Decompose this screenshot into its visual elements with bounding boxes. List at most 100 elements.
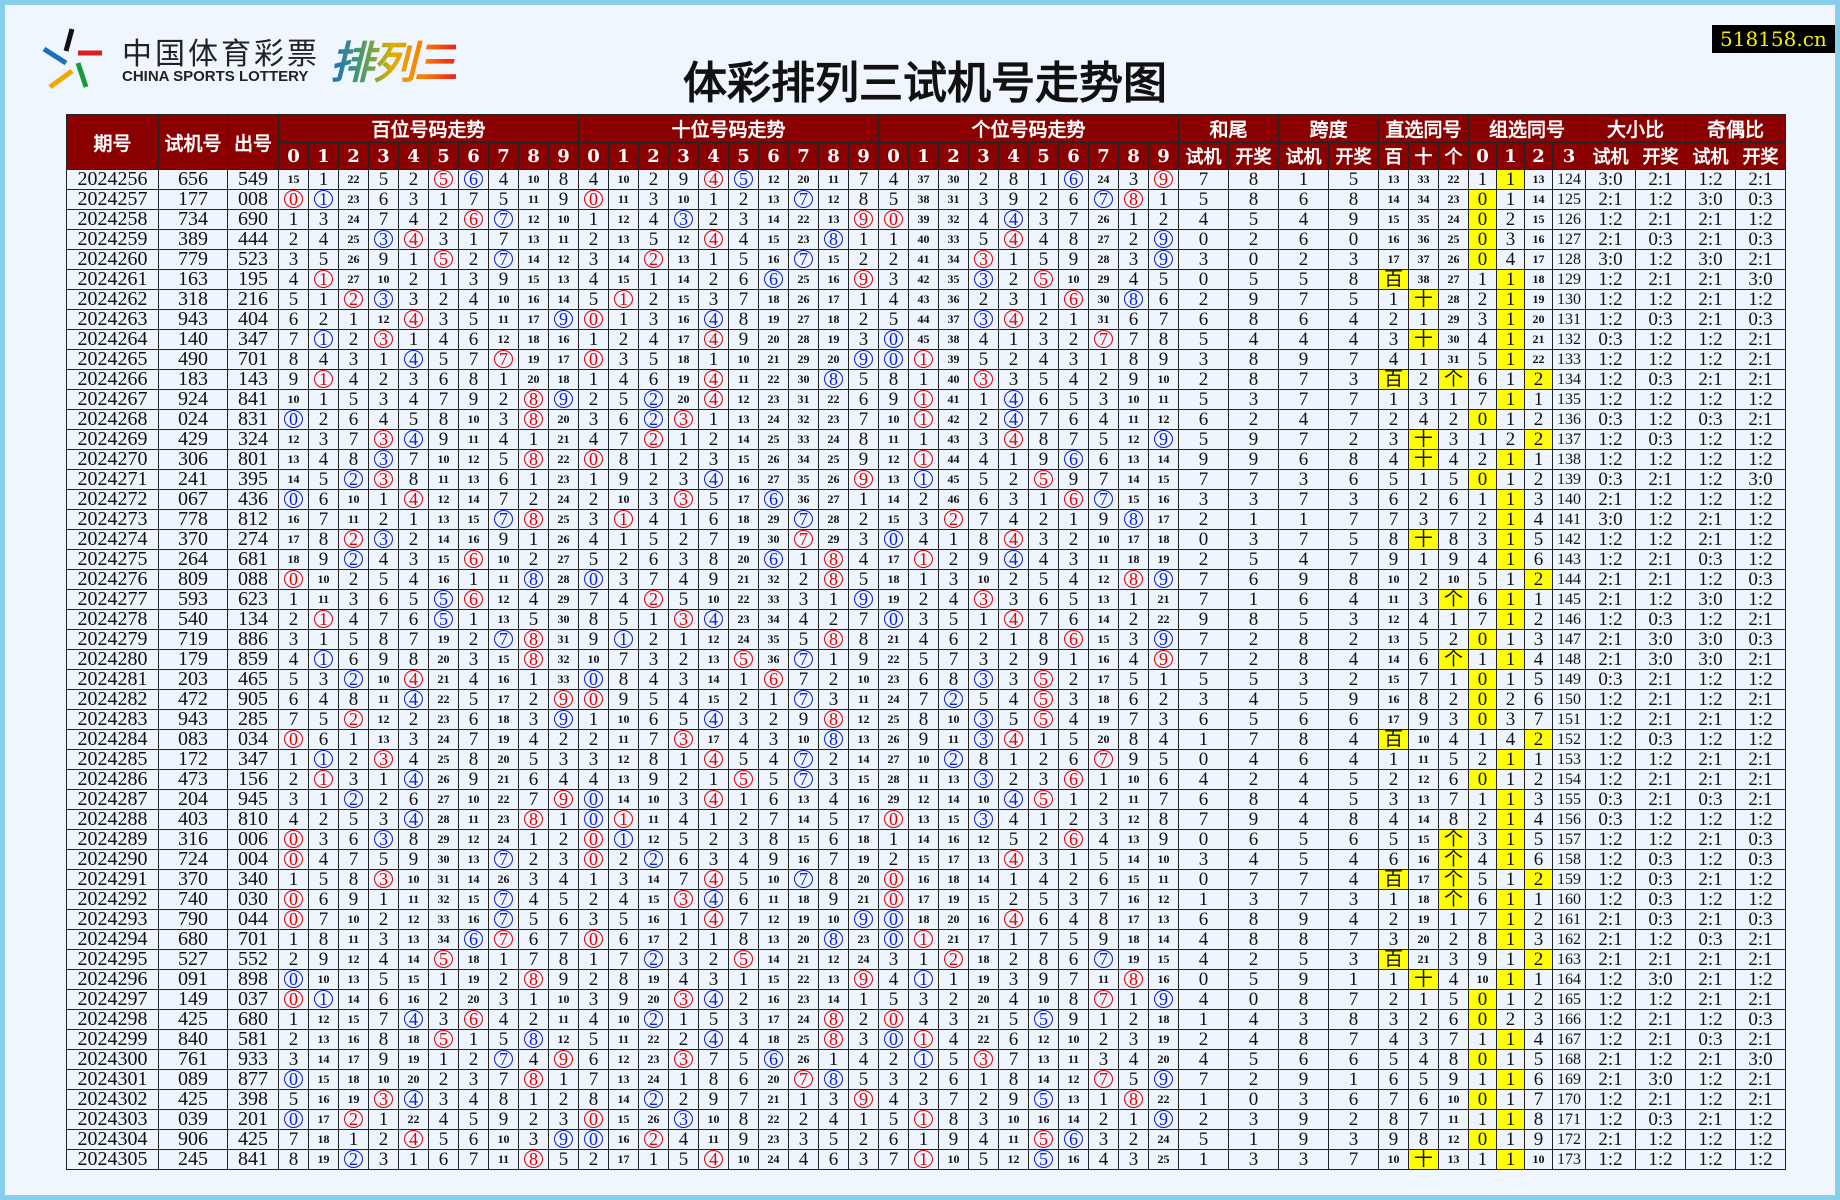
tens-trend-cell: 2 [728,189,759,210]
tens-trend-cell: 2 [638,249,669,270]
direct-match-cell: 3 [1408,389,1439,410]
hundreds-trend-cell: 2 [548,729,579,750]
tens-trend-cell: 22 [638,1029,669,1050]
draw-digit-circle: 7 [1094,330,1113,348]
draw-digit-circle: 3 [374,330,393,348]
hundreds-trend-cell: 11 [548,1009,579,1030]
units-trend-cell: 3 [1118,1029,1149,1050]
units-trend-cell: 1 [1028,729,1059,750]
hundreds-trend-cell: 10 [338,489,369,510]
odd-even-ratio-draw: 1:2 [1735,489,1786,510]
tens-trend-cell: 17 [758,1009,789,1030]
draw-digit-circle: 4 [1004,730,1023,748]
tens-trend-cell: 14 [728,429,759,450]
tens-trend-cell: 1 [578,369,609,390]
odd-even-ratio-test: 2:1 [1685,369,1736,390]
units-trend-cell: 20 [968,989,999,1010]
direct-match-cell: 个 [1438,589,1469,610]
tens-trend-cell: 8 [728,1109,759,1130]
units-trend-cell: 29 [878,789,909,810]
direct-match-cell: 30 [1438,329,1469,350]
draw-digit-circle: 4 [704,910,723,928]
draw-digit-circle: 4 [704,170,723,188]
direct-match-cell: 2 [1408,1009,1439,1030]
hundreds-trend-cell: 8 [338,689,369,710]
units-trend-cell: 2 [968,409,999,430]
units-trend-cell: 41 [908,249,939,270]
tens-trend-cell: 10 [578,649,609,670]
draw-digit-circle: 0 [584,850,603,868]
hundreds-trend-cell: 5 [368,569,399,590]
big-small-ratio-test: 1:2 [1585,1109,1636,1130]
tens-trend-cell: 4 [818,1109,849,1130]
units-trend-cell: 4 [998,509,1029,530]
hundreds-trend-cell: 0 [278,409,309,430]
test-digit-circle: 0 [284,970,303,988]
test-digit-circle: 4 [704,710,723,728]
group-match-cell: 2 [1496,1009,1525,1030]
hundreds-trend-cell: 0 [278,889,309,910]
odd-even-ratio-draw: 2:1 [1735,169,1786,190]
tens-trend-cell: 8 [848,429,879,450]
direct-match-cell: 7 [1408,1109,1439,1130]
group-match-cell: 2 [1468,449,1497,470]
big-small-ratio-draw: 2:1 [1635,1009,1686,1030]
tens-trend-cell: 3 [668,489,699,510]
tens-trend-cell: 1 [818,589,849,610]
hundreds-trend-cell: 7 [458,1149,489,1170]
tens-trend-cell: 3 [608,569,639,590]
draw-digit-circle: 4 [704,1150,723,1168]
china-sports-lottery-logo: 中国体育彩票 CHINA SPORTS LOTTERY 排列三 [40,23,510,93]
tens-trend-cell: 16 [758,989,789,1010]
units-trend-cell: 9 [1148,1069,1179,1090]
tens-trend-cell: 8 [818,229,849,250]
units-trend-cell: 3 [968,309,999,330]
units-trend-cell: 3 [968,369,999,390]
tens-trend-cell: 4 [728,849,759,870]
group-match-cell: 0 [1468,209,1497,230]
hundreds-trend-cell: 6 [368,989,399,1010]
units-trend-cell: 8 [1058,989,1089,1010]
units-trend-cell: 4 [908,1009,939,1030]
tens-trend-cell: 2 [578,229,609,250]
table-row: 2024304 906 425 7 18 1 2 4 5 6 10 3 9 0 16 2 4 11 9 23 3 5 2 6 1… [66,1129,1786,1150]
big-small-ratio-draw: 2:1 [1635,269,1686,290]
test-digit-circle: 7 [794,510,813,528]
units-trend-cell: 21 [1148,589,1179,610]
group-match-cell: 4 [1468,329,1497,350]
tens-trend-cell: 17 [848,809,879,830]
period-cell: 2024262 [66,289,159,310]
units-trend-cell: 1 [1028,289,1059,310]
tens-trend-cell: 0 [578,689,609,710]
units-trend-cell: 13 [1058,1089,1089,1110]
direct-match-cell: 38 [1408,269,1439,290]
draw-number-cell: 841 [227,389,279,410]
tens-trend-cell: 22 [758,1109,789,1130]
group-match-cell: 2 [1524,909,1553,930]
units-trend-cell: 1 [1058,309,1089,330]
span-test: 4 [1278,209,1329,230]
hundreds-trend-cell: 5 [548,1149,579,1170]
tens-trend-cell: 7 [578,1069,609,1090]
sum-tail-draw: 2 [1228,949,1279,970]
tens-trend-cell: 7 [788,509,819,530]
hundreds-trend-cell: 21 [488,769,519,790]
group-match-cell: 0 [1468,1049,1497,1070]
units-trend-cell: 3 [968,1049,999,1070]
draw-number-cell: 933 [227,1049,279,1070]
units-trend-cell: 14 [908,829,939,850]
tens-trend-cell: 5 [578,289,609,310]
draw-number-cell: 690 [227,209,279,230]
draw-digit-circle: 1 [914,350,933,368]
tens-trend-cell: 2 [668,1089,699,1110]
tens-trend-cell: 3 [638,309,669,330]
test-digit-circle: 8 [824,730,843,748]
units-trend-cell: 5 [1058,929,1089,950]
hundreds-trend-cell: 1 [368,489,399,510]
tens-trend-cell: 4 [728,229,759,250]
hundreds-trend-cell: 18 [548,369,579,390]
hundreds-trend-cell: 13 [458,849,489,870]
group-match-cell: 1 [1468,1149,1497,1170]
group-match-cell: 2 [1524,949,1553,970]
units-trend-cell: 13 [938,769,969,790]
